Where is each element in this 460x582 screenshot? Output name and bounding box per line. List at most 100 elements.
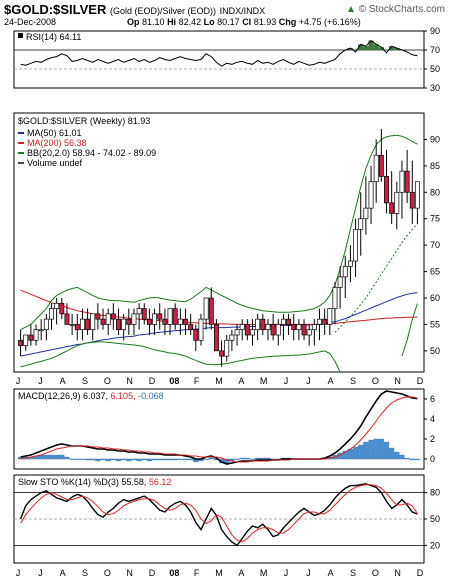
sto-x-tick-label: M [215,568,223,578]
candle-body [177,318,183,325]
high-value: 82.42 [178,17,202,27]
rsi-overbought-fill [378,47,384,50]
candle-body [74,324,80,331]
candle-body [270,324,276,336]
candle-body [126,318,132,325]
change-label: Chg [278,17,297,27]
candle-body [239,324,245,331]
sto-x-tick-label: N [126,568,133,578]
candle-body [213,324,219,352]
candle-body [399,170,405,193]
exchange-label: INDX/INDX [219,6,266,16]
symbol-description: (Gold (EOD)/Silver (EOD)) [109,6,216,16]
macd-tick-label: 4 [430,414,435,424]
candle-body [404,170,410,193]
macd-histogram-bar [363,441,369,460]
price-tick-label: 70 [430,240,440,250]
sto-x-tick-label: F [194,568,200,578]
rsi-legend-marker [18,33,23,38]
price-tick-label: 75 [430,214,440,224]
rsi-overbought-fill [347,48,354,50]
sto-x-tick-label: M [260,568,268,578]
macd-histogram-bar [172,458,178,461]
price-x-tick-label: N [126,376,133,386]
candle-body [327,308,333,325]
macd-histogram-bar [48,454,55,460]
candle-body [38,329,44,332]
macd-histogram-bar [126,458,132,462]
candle-body [342,265,348,278]
brand-label: © StockCharts.com [358,4,445,15]
price-x-tick-label: D [149,376,156,386]
candle-body [358,218,364,230]
candle-body [183,318,188,325]
macd-histogram-bar [342,450,348,460]
candle-body [414,181,420,209]
macd-histogram-bar [152,458,158,461]
close-value: 81.93 [253,17,277,27]
macd-histogram-bar [249,458,256,460]
candle-body [260,318,266,331]
macd-histogram-bar [85,458,91,461]
macd-label-signal: 6.105, [111,391,139,401]
macd-histogram-bar [105,458,111,462]
price-x-tick-label: 08 [169,376,179,386]
macd-histogram-bar [157,458,163,461]
macd-histogram-bar [162,458,168,461]
rsi-tick-label: 30 [430,83,440,93]
close-label: Cl [242,17,252,27]
macd-histogram-bar [373,438,379,460]
candle-body [110,313,116,320]
sto-label: Slow STO %K(14) %D(3) 55.58, 56.12 [18,477,171,487]
price-tick-label: 85 [430,161,440,171]
price-x-tick-label: M [215,376,223,386]
candle-body [69,324,75,326]
macd-histogram-bar [404,457,410,460]
candle-body [394,191,400,214]
macd-histogram-bar [224,458,230,464]
sto-x-tick-label: J [38,568,43,578]
price-x-tick-label: F [194,376,200,386]
macd-histogram-bar [394,451,400,460]
macd-label-hist: -0.068 [138,391,164,401]
price-series-line [20,303,418,373]
macd-histogram-bar [182,458,189,461]
low-label: Lo [203,17,215,27]
macd-histogram-bar [177,458,183,460]
sto-x-tick-label: O [104,568,111,578]
open-label: Op [127,17,140,27]
macd-histogram-bar [131,458,137,461]
macd-histogram-bar [234,458,240,460]
macd-histogram-bar [239,457,245,460]
macd-histogram-bar [64,456,70,460]
candle-body [347,260,353,267]
macd-histogram-bar [136,458,142,462]
rsi-tick-label: 90 [430,26,440,36]
high-label: Hi [167,17,177,27]
price-x-tick-label: S [350,376,356,386]
candle-body [90,313,96,331]
price-tick-label: 55 [430,319,440,329]
candle-body [141,308,147,320]
candle-body [378,154,384,177]
sto-x-tick-label: D [149,568,156,578]
brand-logo: ▲ © StockCharts.com [346,4,445,15]
price-tick-label: 80 [430,187,440,197]
candle-body [229,334,235,341]
macd-histogram-bar [255,457,261,460]
price-series-line [20,134,418,331]
open-value: 81.10 [142,17,165,27]
candle-body [85,318,91,331]
candle-body [193,329,199,341]
macd-histogram-bar [95,458,101,462]
candle-body [121,318,127,331]
candle-body [157,313,163,320]
sto-d-line [20,484,418,543]
sto-x-tick-label: A [328,568,334,578]
macd-histogram-bar [110,458,116,461]
candle-body [409,191,415,209]
macd-signal-line [20,396,418,463]
sto-x-tick-label: J [284,568,289,578]
candle-body [64,313,70,325]
macd-line [20,390,418,465]
